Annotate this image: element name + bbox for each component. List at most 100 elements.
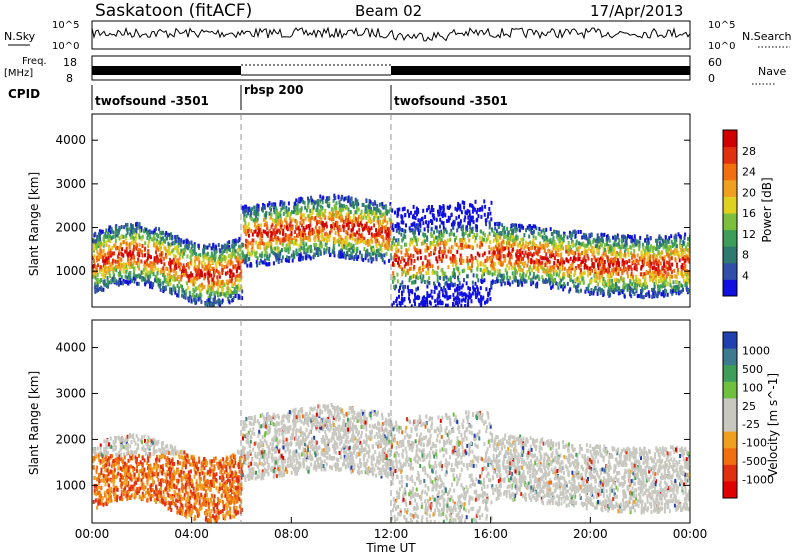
power-cell: [113, 266, 116, 271]
power-cell: [359, 239, 362, 244]
power-cell: [544, 256, 547, 261]
power-cell: [287, 256, 290, 260]
power-cell: [165, 231, 168, 235]
power-cell: [503, 275, 506, 280]
power-cell: [270, 245, 273, 250]
power-cell: [550, 232, 553, 236]
power-cell: [243, 213, 246, 218]
power-cell: [678, 258, 681, 263]
power-cell: [403, 297, 406, 302]
power-cell: [649, 275, 651, 280]
power-cell: [133, 279, 136, 284]
power-cell: [616, 261, 619, 266]
power-cell: [328, 246, 331, 251]
power-cell: [477, 278, 480, 283]
power-cell: [378, 241, 381, 246]
power-cell: [551, 250, 554, 255]
power-cell: [615, 242, 618, 247]
power-cell: [337, 211, 340, 216]
power-cell: [566, 235, 569, 240]
power-cell: [670, 285, 673, 290]
power-cell: [102, 256, 105, 260]
power-cell: [570, 269, 572, 274]
power-cell: [244, 255, 247, 260]
power-cell: [136, 281, 139, 286]
power-cell: [643, 259, 646, 264]
power-cell: [145, 228, 148, 233]
power-cell: [588, 266, 591, 271]
power-cell: [333, 246, 335, 251]
power-cell: [136, 224, 139, 229]
power-cell: [112, 277, 115, 282]
power-cell: [121, 252, 124, 257]
power-cell: [673, 235, 676, 240]
power-cell: [534, 284, 537, 289]
power-cell: [335, 201, 338, 206]
power-cell: [509, 227, 512, 232]
power-cell: [508, 266, 511, 271]
power-cell: [544, 263, 547, 267]
power-cell: [292, 250, 295, 255]
power-cell: [481, 280, 483, 284]
power-cell: [302, 213, 305, 218]
power-cell: [251, 206, 254, 211]
power-cell: [568, 273, 570, 278]
power-cell: [568, 266, 571, 271]
power-cell: [148, 238, 151, 243]
power-cell: [638, 240, 641, 245]
power-cell: [102, 237, 105, 242]
power-cell: [621, 243, 624, 248]
power-cell: [606, 267, 609, 272]
power-cell: [313, 246, 316, 251]
power-cell: [446, 303, 449, 307]
power-cell: [187, 296, 190, 301]
power-cell: [442, 271, 445, 276]
power-cell: [498, 249, 501, 254]
power-cell: [274, 225, 277, 230]
power-cell: [304, 255, 307, 260]
power-cell: [354, 197, 357, 202]
power-cell: [365, 215, 368, 220]
power-cell: [503, 258, 506, 262]
power-cell: [211, 286, 214, 291]
nave-tick-bottom: 0: [708, 72, 715, 85]
power-cell: [438, 254, 441, 259]
power-cell: [221, 287, 224, 292]
power-cell: [382, 212, 385, 217]
power-cell: [109, 225, 112, 230]
power-cell: [663, 281, 666, 286]
power-cell: [308, 231, 310, 236]
power-cell: [459, 257, 461, 262]
power-cell: [288, 258, 290, 263]
power-cell: [449, 278, 452, 283]
power-cell: [430, 208, 433, 213]
power-cell: [403, 233, 406, 238]
power-cell: [194, 259, 196, 264]
power-cell: [515, 223, 517, 228]
power-cell: [512, 275, 515, 279]
power-cell: [545, 236, 548, 241]
power-cell: [562, 287, 565, 292]
power-cell: [617, 278, 620, 283]
power-cell: [440, 258, 443, 263]
power-cell: [280, 226, 283, 231]
power-cell: [128, 276, 131, 281]
power-cell: [171, 277, 174, 282]
power-cell: [635, 289, 638, 294]
power-cell: [514, 278, 517, 283]
power-cell: [234, 265, 237, 270]
power-cell: [229, 257, 232, 262]
power-cell: [191, 273, 194, 278]
power-cell: [320, 217, 323, 222]
power-cell: [434, 245, 437, 249]
power-cell: [118, 270, 121, 275]
power-cell: [148, 254, 151, 259]
power-cell: [384, 224, 387, 229]
cpid-segment-1: twofsound -3501: [95, 94, 209, 108]
power-cell: [516, 262, 519, 267]
power-cell: [584, 289, 587, 294]
power-cell: [216, 278, 219, 283]
power-cell: [258, 253, 261, 258]
power-cell: [140, 226, 143, 231]
power-cell: [156, 238, 159, 243]
